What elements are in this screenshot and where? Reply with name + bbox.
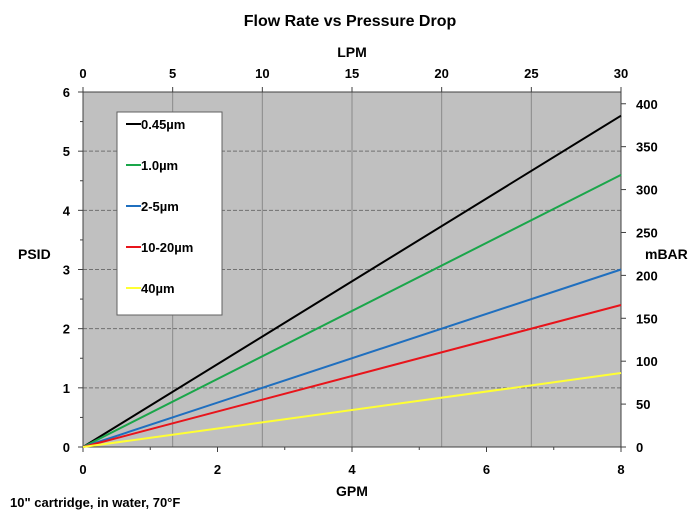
series-line bbox=[82, 304, 622, 448]
y-tick-label: 4 bbox=[63, 203, 71, 218]
chart-title: Flow Rate vs Pressure Drop bbox=[244, 13, 457, 30]
series-line bbox=[82, 173, 622, 448]
y2-tick-label: 150 bbox=[636, 311, 658, 326]
y-tick-label: 5 bbox=[63, 144, 70, 159]
y2-tick-label: 350 bbox=[636, 140, 658, 155]
x-tick-label: 2 bbox=[214, 462, 221, 477]
legend-label: 1.0µm bbox=[141, 158, 178, 173]
footnote: 10" cartridge, in water, 70°F bbox=[10, 495, 180, 510]
y2-tick-label: 400 bbox=[636, 97, 658, 112]
legend: 0.45µm 1.0µm 2-5µm 10-20µm 40µm bbox=[116, 111, 223, 316]
legend-label: 2-5µm bbox=[141, 199, 179, 214]
series-line bbox=[82, 114, 622, 448]
x-tick-label: 4 bbox=[348, 462, 356, 477]
x-tick-label: 6 bbox=[483, 462, 490, 477]
y-tick-label: 6 bbox=[63, 85, 70, 100]
x-tick-label: 0 bbox=[79, 462, 86, 477]
y-tick-label: 1 bbox=[63, 381, 70, 396]
x2-tick-label: 25 bbox=[524, 66, 538, 81]
bottom-axis-label: GPM bbox=[336, 483, 368, 499]
y2-tick-label: 250 bbox=[636, 225, 658, 240]
legend-label: 10-20µm bbox=[141, 240, 193, 255]
series-line bbox=[82, 372, 622, 448]
legend-label: 40µm bbox=[141, 281, 175, 296]
y2-tick-label: 100 bbox=[636, 354, 658, 369]
y-tick-label: 3 bbox=[63, 263, 70, 278]
legend-label: 0.45µm bbox=[141, 117, 185, 132]
x2-tick-label: 5 bbox=[169, 66, 176, 81]
y2-tick-label: 0 bbox=[636, 440, 643, 455]
x-tick-label: 8 bbox=[617, 462, 624, 477]
top-axis-label: LPM bbox=[337, 44, 367, 60]
y2-tick-label: 300 bbox=[636, 183, 658, 198]
y-tick-label: 0 bbox=[63, 440, 70, 455]
x2-tick-label: 10 bbox=[255, 66, 269, 81]
series-line bbox=[82, 268, 622, 448]
y-tick-label: 2 bbox=[63, 322, 70, 337]
x2-tick-label: 0 bbox=[79, 66, 86, 81]
y2-tick-label: 200 bbox=[636, 268, 658, 283]
y2-tick-label: 50 bbox=[636, 397, 650, 412]
x2-tick-label: 30 bbox=[614, 66, 628, 81]
x2-tick-label: 20 bbox=[434, 66, 448, 81]
legend-box bbox=[116, 111, 223, 316]
x2-tick-label: 15 bbox=[345, 66, 359, 81]
left-axis-label: PSID bbox=[18, 246, 51, 262]
right-axis-label: mBAR bbox=[645, 246, 688, 262]
